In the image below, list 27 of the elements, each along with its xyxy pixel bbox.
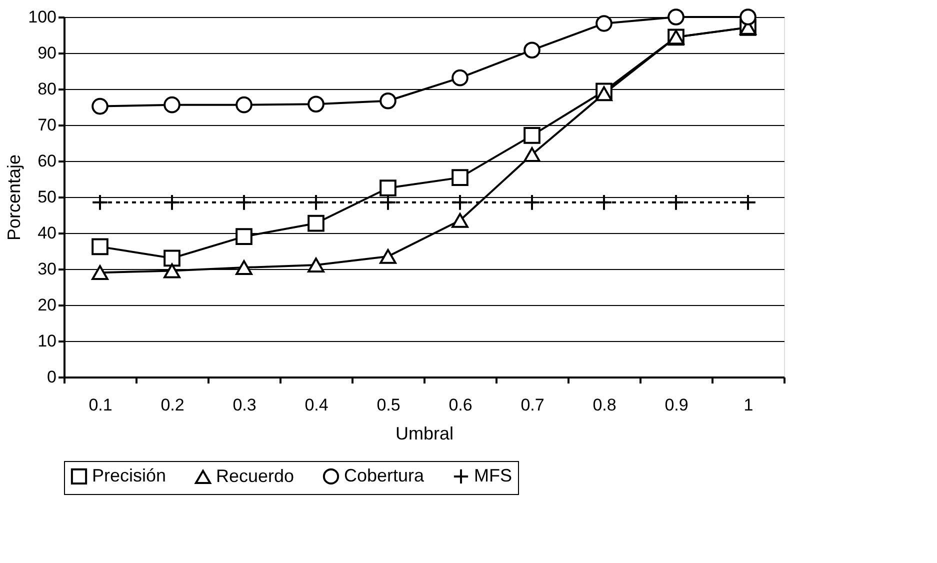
legend-label: MFS (474, 465, 512, 486)
y-tick-label: 50 (38, 188, 56, 206)
legend-label: Recuerdo (216, 466, 294, 486)
y-tick-label: 30 (38, 260, 56, 278)
y-tick-label: 70 (38, 116, 56, 134)
y-axis-title: Porcentaje (4, 154, 24, 241)
x-tick-label: 0.6 (448, 396, 472, 414)
y-tick-label: 80 (38, 80, 56, 98)
x-axis-title: Umbral (395, 424, 454, 444)
y-tick-label: 0 (47, 368, 56, 386)
x-tick-label: 0.5 (376, 396, 400, 414)
x-tick-label: 0.8 (592, 396, 616, 414)
legend-label: Precisión (92, 465, 166, 486)
y-tick-label: 40 (38, 224, 56, 242)
y-tick-label: 100 (28, 8, 56, 26)
y-tick-label: 90 (38, 44, 56, 62)
x-tick-label: 0.4 (304, 396, 328, 414)
x-tick-label: 1 (744, 396, 754, 414)
x-tick-label: 0.1 (88, 396, 112, 414)
y-tick-label: 60 (38, 152, 56, 170)
x-tick-label: 0.3 (232, 396, 256, 414)
y-tick-label: 20 (38, 296, 56, 314)
y-tick-label: 10 (38, 332, 56, 350)
x-tick-label: 0.7 (520, 396, 544, 414)
legend-label: Cobertura (344, 465, 426, 486)
x-tick-label: 0.9 (664, 396, 688, 414)
x-tick-label: 0.2 (160, 396, 184, 414)
